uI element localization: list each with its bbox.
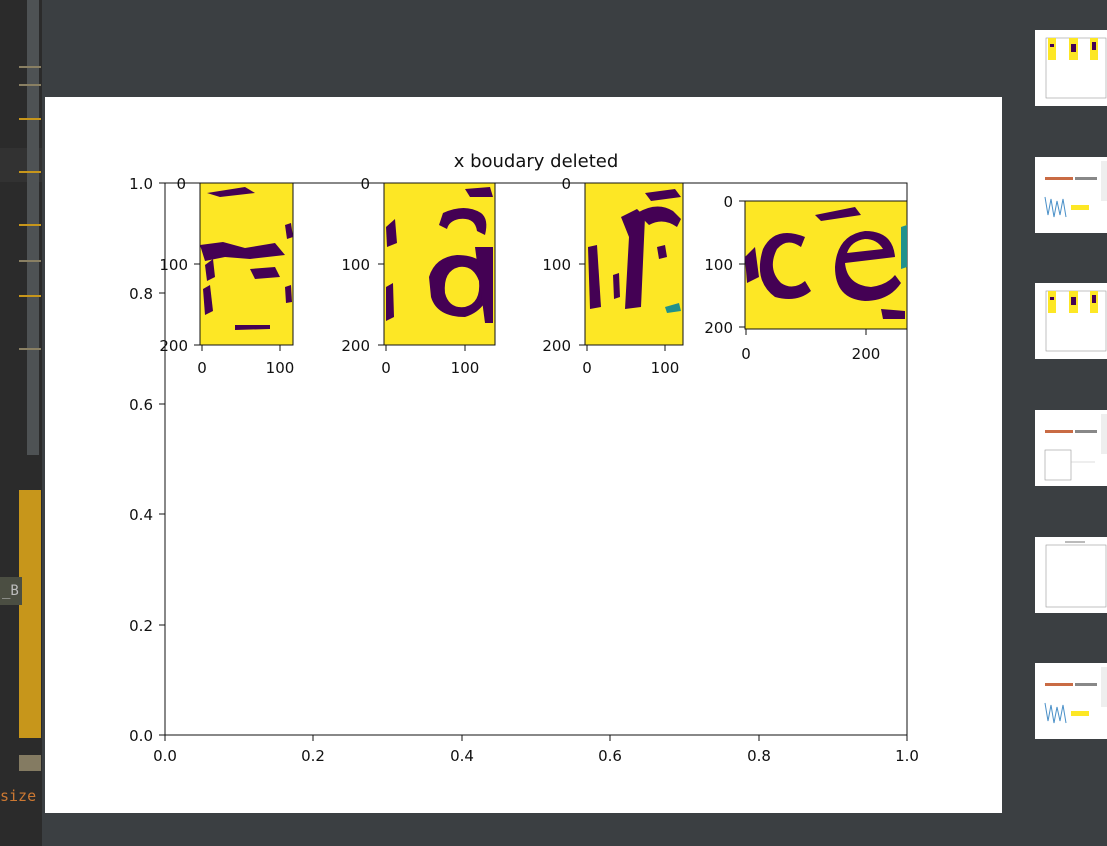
search-result-marker: [19, 490, 41, 738]
change-marker: [19, 84, 41, 86]
y-tick-label: 0.6: [129, 396, 153, 414]
subplot-tick-label: 200: [852, 345, 881, 363]
main-y-axis: 1.0 0.8 0.6 0.4 0.2 0.0: [129, 175, 165, 745]
subplot-tick-label: 0: [561, 175, 571, 193]
plot-thumbnail-1[interactable]: [1035, 30, 1107, 106]
image-subplot-4: 0 100 200 0 200: [704, 193, 908, 363]
change-marker: [19, 755, 41, 771]
subplot-tick-label: 0: [723, 193, 733, 211]
subplot-tick-label: 200: [159, 337, 188, 355]
subplot-tick-label: 100: [451, 359, 480, 377]
plot-viewer: x boudary deleted 1.0 0.8 0.6 0.4 0.2 0.…: [45, 97, 1002, 813]
image-subplot-1: 0 100 200 0 100: [159, 175, 294, 377]
y-tick-label: 0.2: [129, 617, 153, 635]
warning-marker: [19, 171, 41, 173]
x-tick-label: 1.0: [895, 747, 919, 765]
plot-thumbnail-5[interactable]: [1035, 537, 1107, 613]
plot-thumbnail-2[interactable]: [1035, 157, 1107, 233]
warning-marker: [19, 118, 41, 120]
plot-thumbnail-3[interactable]: [1035, 283, 1107, 359]
subplot-tick-label: 100: [266, 359, 295, 377]
subplot-tick-label: 200: [341, 337, 370, 355]
subplot-tick-label: 100: [542, 256, 571, 274]
x-tick-label: 0.4: [450, 747, 474, 765]
subplot-tick-label: 100: [159, 256, 188, 274]
subplot-tick-label: 100: [651, 359, 680, 377]
image-panel: [199, 182, 294, 346]
y-tick-label: 0.4: [129, 506, 153, 524]
subplot-tick-label: 0: [381, 359, 391, 377]
y-tick-label: 1.0: [129, 175, 153, 193]
x-tick-label: 0.2: [301, 747, 325, 765]
warning-marker: [19, 295, 41, 297]
subplot-tick-label: 200: [704, 319, 733, 337]
y-tick-label: 0.0: [129, 727, 153, 745]
image-subplot-2: 0 100 200 0 100: [341, 175, 496, 377]
subplot-tick-label: 100: [704, 256, 733, 274]
warning-marker: [19, 224, 41, 226]
subplot-tick-label: 100: [341, 256, 370, 274]
code-fragment: size: [0, 787, 37, 805]
change-marker: [19, 348, 41, 350]
matplotlib-figure: x boudary deleted 1.0 0.8 0.6 0.4 0.2 0.…: [129, 151, 919, 765]
subplot-tick-label: 0: [197, 359, 207, 377]
y-tick-label: 0.8: [129, 285, 153, 303]
change-marker: [19, 260, 41, 262]
x-tick-label: 0.0: [153, 747, 177, 765]
subplot-tick-label: 0: [176, 175, 186, 193]
change-marker: [19, 66, 41, 68]
main-x-axis: 0.0 0.2 0.4 0.6 0.8 1.0: [153, 735, 919, 765]
subplot-tick-label: 0: [741, 345, 751, 363]
subplot-tick-label: 0: [582, 359, 592, 377]
x-tick-label: 0.6: [598, 747, 622, 765]
x-tick-label: 0.8: [747, 747, 771, 765]
editor-gutter: _B size: [0, 0, 42, 846]
plot-thumbnail-6[interactable]: [1035, 663, 1107, 739]
main-axes-frame: [164, 182, 908, 736]
subplot-tick-label: 0: [360, 175, 370, 193]
editor-scrollbar[interactable]: [27, 0, 39, 455]
image-subplot-3: 0 100 200 0 100: [542, 175, 684, 377]
plot-title: x boudary deleted: [454, 151, 619, 172]
plot-thumbnail-4[interactable]: [1035, 410, 1107, 486]
code-fragment: _B: [0, 577, 22, 605]
subplot-tick-label: 200: [542, 337, 571, 355]
